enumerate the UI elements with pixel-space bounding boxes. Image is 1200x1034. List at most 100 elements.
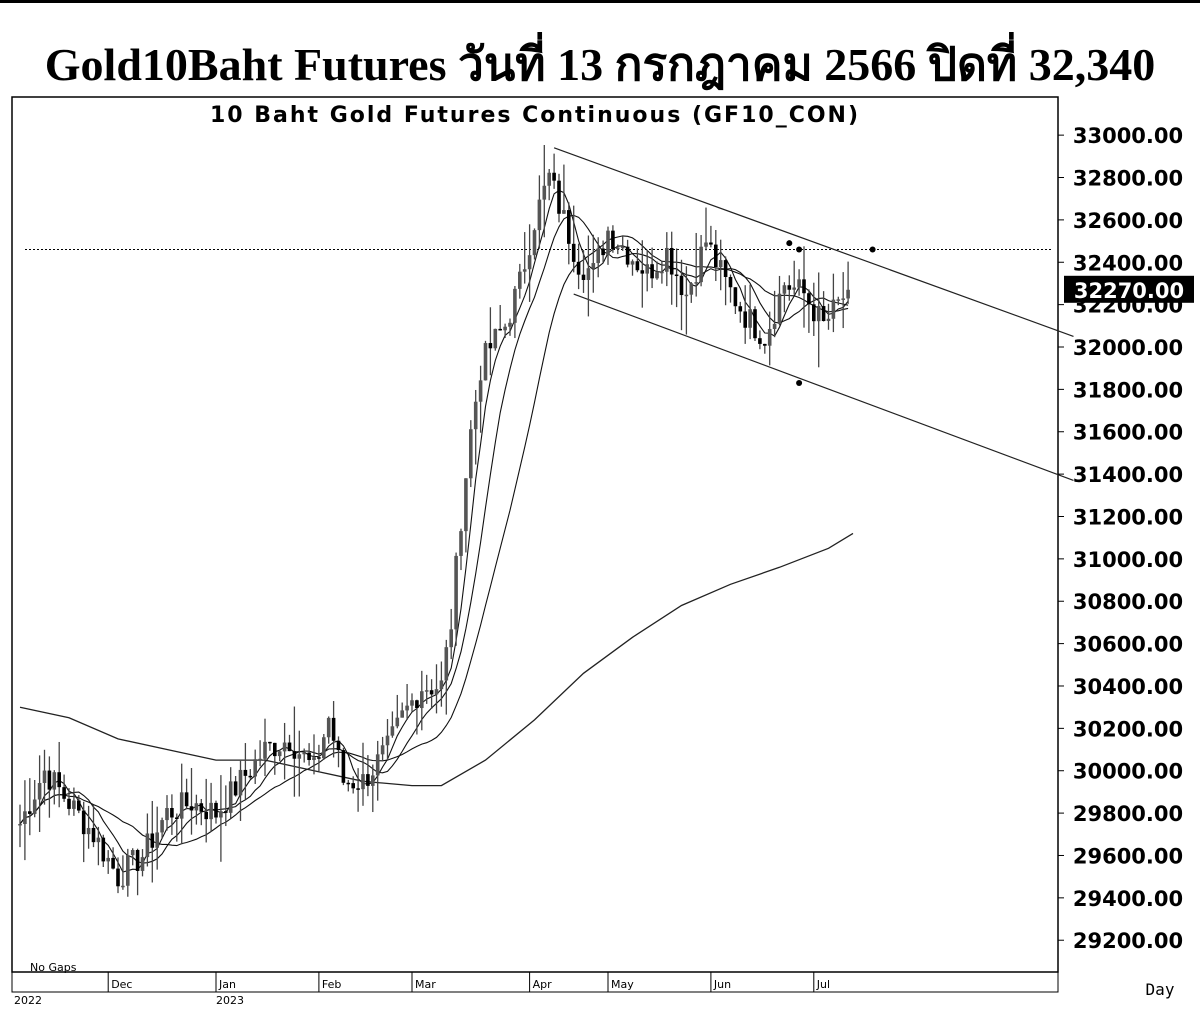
price-bar-body bbox=[121, 885, 125, 888]
price-bar bbox=[42, 749, 47, 805]
price-bar-body bbox=[679, 275, 684, 296]
price-bar bbox=[547, 168, 551, 201]
price-bar bbox=[302, 748, 306, 763]
price-bar-body bbox=[640, 270, 645, 274]
x-year-label: 2023 bbox=[216, 994, 244, 1007]
price-bar-body bbox=[694, 282, 698, 284]
price-bar-body bbox=[689, 283, 694, 295]
ma-10-line bbox=[19, 214, 849, 864]
price-bar bbox=[375, 740, 380, 801]
price-bar-body bbox=[459, 531, 463, 556]
price-bar bbox=[527, 224, 532, 302]
price-bar bbox=[77, 795, 81, 814]
price-bar-body bbox=[199, 803, 204, 812]
price-bar bbox=[802, 246, 806, 328]
price-bar bbox=[429, 679, 434, 709]
price-bar bbox=[243, 743, 248, 800]
price-bar-body bbox=[660, 271, 664, 274]
price-bar-body bbox=[106, 857, 110, 862]
price-bar-body bbox=[777, 293, 782, 324]
price-bar bbox=[434, 664, 439, 714]
price-bar-body bbox=[189, 806, 194, 811]
price-bar bbox=[728, 274, 733, 303]
price-bar-body bbox=[767, 328, 772, 346]
price-bar-body bbox=[547, 172, 551, 186]
price-bar-body bbox=[302, 752, 306, 755]
price-bar bbox=[591, 234, 596, 293]
moving-average-lines bbox=[19, 189, 854, 873]
price-bar-body bbox=[228, 781, 233, 813]
price-bar-body bbox=[552, 172, 556, 181]
price-bar bbox=[537, 175, 542, 249]
price-bar bbox=[669, 231, 674, 305]
price-bar-body bbox=[67, 798, 71, 809]
price-bar bbox=[733, 287, 738, 315]
price-bar-body bbox=[748, 309, 752, 328]
price-bar bbox=[483, 340, 488, 381]
price-bar bbox=[625, 239, 630, 268]
price-bar bbox=[361, 742, 365, 806]
price-bar bbox=[464, 478, 468, 553]
price-bar bbox=[155, 806, 159, 870]
price-bar-body bbox=[175, 817, 179, 819]
price-bar bbox=[753, 306, 757, 341]
price-bar bbox=[714, 229, 718, 282]
price-bar bbox=[312, 734, 316, 775]
y-tick-label: 31200.00 bbox=[1073, 505, 1183, 529]
price-bar-body bbox=[204, 811, 208, 820]
price-bar bbox=[424, 674, 429, 704]
price-bar-body bbox=[233, 781, 238, 796]
price-bar-body bbox=[170, 808, 174, 818]
price-bar-body bbox=[542, 185, 547, 200]
price-bar-body bbox=[150, 833, 155, 848]
price-bar-body bbox=[787, 285, 792, 290]
price-bar bbox=[179, 763, 184, 845]
price-bar-body bbox=[219, 811, 223, 818]
price-bar bbox=[655, 261, 659, 280]
price-bar bbox=[37, 755, 42, 832]
x-month-label: Mar bbox=[415, 978, 436, 991]
price-bar-body bbox=[366, 774, 370, 786]
price-bar-body bbox=[28, 811, 32, 814]
price-bar bbox=[322, 734, 326, 760]
price-bar bbox=[704, 207, 708, 251]
price-bar bbox=[576, 243, 581, 290]
price-bar bbox=[263, 718, 267, 777]
price-bar bbox=[258, 740, 262, 767]
price-bar bbox=[777, 275, 782, 326]
price-bar-body bbox=[753, 309, 757, 339]
price-bar-body bbox=[709, 242, 713, 245]
price-bar-body bbox=[282, 742, 287, 752]
price-bar-body bbox=[238, 769, 243, 796]
price-bar-body bbox=[464, 478, 468, 532]
price-bar bbox=[18, 804, 22, 848]
y-tick-label: 29200.00 bbox=[1073, 929, 1183, 953]
price-bar-body bbox=[86, 827, 91, 835]
price-bar bbox=[469, 420, 473, 488]
x-month-label: Apr bbox=[533, 978, 553, 991]
price-bar-body bbox=[723, 260, 728, 278]
price-bar bbox=[67, 788, 71, 816]
price-bar bbox=[684, 266, 689, 335]
price-bar bbox=[126, 848, 130, 897]
price-bar-body bbox=[591, 263, 596, 269]
price-bar bbox=[689, 282, 694, 303]
price-bar bbox=[493, 328, 498, 351]
price-bar bbox=[694, 232, 698, 297]
y-tick-label: 31400.00 bbox=[1073, 463, 1183, 487]
price-bar-body bbox=[836, 299, 841, 301]
y-tick-label: 31000.00 bbox=[1073, 548, 1183, 572]
price-bar-body bbox=[763, 343, 767, 346]
price-bar bbox=[209, 782, 213, 832]
price-bar-body bbox=[130, 850, 135, 856]
price-bar-body bbox=[831, 299, 836, 319]
price-bar bbox=[522, 232, 527, 284]
price-bar-body bbox=[395, 717, 400, 727]
price-bar bbox=[405, 683, 409, 720]
price-bar-body bbox=[385, 735, 390, 746]
price-bar bbox=[562, 164, 566, 214]
price-bar-body bbox=[72, 800, 76, 809]
price-bar-body bbox=[81, 810, 86, 835]
price-bar-body bbox=[782, 285, 787, 294]
